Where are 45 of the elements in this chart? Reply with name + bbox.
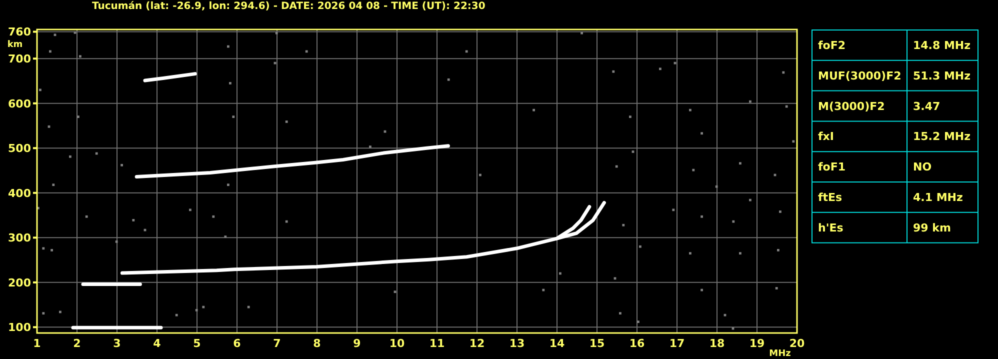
text: 51.3 MHz [913,69,971,82]
text: NO [913,160,932,174]
y-tick-label: 100 [8,321,32,334]
x-tick-label: 16 [629,337,645,350]
y-tick-label: 200 [8,276,32,290]
x-tick-label: 13 [509,337,525,350]
x-tick-label: 2 [73,337,81,350]
text: 14.8 MHz [913,39,971,52]
x-tick-label: 9 [353,337,361,350]
category-label: foF2 [818,39,846,52]
x-tick-label: 3 [113,337,121,350]
y-axis-title: km [7,40,23,50]
x-tick-label: 6 [233,337,242,350]
y-tick-label: 700 [8,52,32,66]
text: 4.1 MHz [913,191,963,204]
category-label: foF1 [818,160,846,174]
category-label: MUF(3000)F2 [818,69,902,82]
x-tick-label: 1 [33,337,41,350]
x-tick-label: 5 [193,337,201,350]
x-tick-label: 4 [153,337,162,350]
x-tick-label: 11 [429,337,445,350]
y-tick-label: 300 [8,232,32,245]
x-tick-label: 15 [589,337,605,350]
x-tick-label: 7 [273,337,281,350]
y-tick-label: 600 [8,97,32,110]
text: 3.47 [913,100,940,113]
x-tick-label: 20 [789,337,805,350]
category-label: ftEs [818,191,843,204]
y-tick-label: 760 [8,26,32,39]
text: 15.2 MHz [913,130,971,144]
x-tick-label: 14 [549,337,565,350]
x-tick-label: 10 [389,337,405,350]
chart-title: Tucumán (lat: -26.9, lon: 294.6) - DATE: 2026 04 08 - TIME (UT): 22:30 [92,1,486,12]
y-tick-label: 500 [8,142,32,156]
category-label: M(3000)F2 [818,100,885,113]
y-tick-label: 400 [8,186,32,200]
x-tick-label: 19 [749,337,765,350]
x-tick-label: 8 [313,337,321,350]
category-label: fxI [818,130,834,144]
x-tick-label: 12 [469,337,485,350]
text: 99 km [913,221,951,234]
category-label: h'Es [818,221,844,234]
x-tick-label: 17 [669,337,685,350]
x-tick-label: 18 [709,337,725,350]
x-axis-title: MHz [769,349,791,359]
